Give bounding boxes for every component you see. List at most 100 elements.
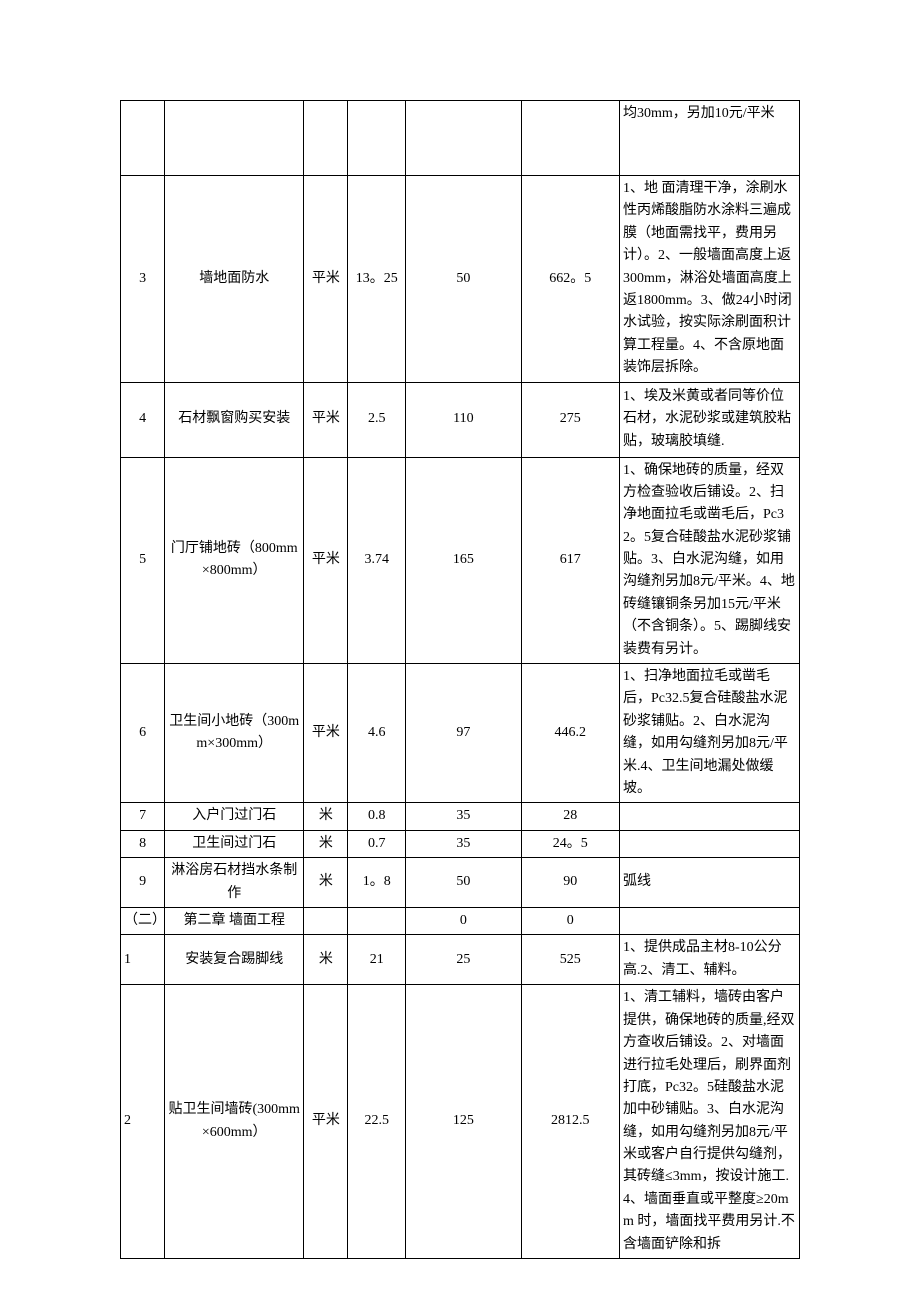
cell-note: 弧线 [620, 858, 800, 908]
unit-text: 平米 [312, 411, 340, 426]
cell-unit: 平米 [304, 382, 348, 457]
price-text: 25 [456, 952, 470, 967]
cell-unit: 米 [304, 803, 348, 830]
cell-price: 35 [406, 830, 521, 857]
cell-note: 1、确保地砖的质量，经双方检查验收后铺设。2、扫净地面拉毛或凿毛后，Pc32。5… [620, 457, 800, 664]
cell-idx: 9 [121, 858, 165, 908]
cell-total [521, 101, 619, 176]
cell-price: 97 [406, 664, 521, 803]
table-row: 7 入户门过门石 米 0.8 35 28 [121, 803, 800, 830]
cell-note: 1、扫净地面拉毛或凿毛后，Pc32.5复合硅酸盐水泥砂浆铺贴。2、白水泥沟缝，如… [620, 664, 800, 803]
unit-text: 米 [319, 874, 333, 889]
qty-text: 21 [370, 952, 384, 967]
qty-text: 2.5 [368, 411, 386, 426]
total-text: 2812.5 [551, 1113, 590, 1128]
cell-total: 0 [521, 907, 619, 934]
total-text: 90 [563, 874, 577, 889]
price-text: 35 [456, 836, 470, 851]
cell-price: 50 [406, 858, 521, 908]
cell-total: 24。5 [521, 830, 619, 857]
cell-name: 门厅铺地砖（800mm×800mm） [165, 457, 304, 664]
table-body: 均30mm，另加10元/平米 3 墙地面防水 平米 13。25 50 662。5… [121, 101, 800, 1259]
cell-unit [304, 907, 348, 934]
cell-idx: 8 [121, 830, 165, 857]
total-text: 24。5 [553, 836, 588, 851]
idx-text: 5 [139, 552, 146, 567]
cell-unit: 米 [304, 830, 348, 857]
cell-price: 50 [406, 176, 521, 383]
idx-text: 8 [139, 836, 146, 851]
cell-total: 275 [521, 382, 619, 457]
cell-idx: 6 [121, 664, 165, 803]
note-text: 1、确保地砖的质量，经双方检查验收后铺设。2、扫净地面拉毛或凿毛后，Pc32。5… [623, 463, 795, 657]
cell-unit [304, 101, 348, 176]
cell-idx: （二） [121, 907, 165, 934]
price-text: 35 [456, 808, 470, 823]
note-text: 1、提供成品主材8-10公分高.2、清工、辅料。 [623, 940, 782, 977]
table-row: 9 淋浴房石材挡水条制作 米 1。8 50 90 弧线 [121, 858, 800, 908]
cell-name: 安装复合踢脚线 [165, 935, 304, 985]
table-row: 2 贴卫生间墙砖(300mm×600mm） 平米 22.5 125 2812.5… [121, 985, 800, 1259]
cell-qty: 0.8 [348, 803, 406, 830]
cell-name: 墙地面防水 [165, 176, 304, 383]
table-row: （二） 第二章 墙面工程 0 0 [121, 907, 800, 934]
price-text: 110 [453, 411, 473, 426]
cell-total: 28 [521, 803, 619, 830]
table-row: 均30mm，另加10元/平米 [121, 101, 800, 176]
cell-qty [348, 907, 406, 934]
name-text: 石材飘窗购买安装 [178, 411, 290, 426]
quotation-table: 均30mm，另加10元/平米 3 墙地面防水 平米 13。25 50 662。5… [120, 100, 800, 1259]
cell-price: 125 [406, 985, 521, 1259]
cell-idx: 1 [121, 935, 165, 985]
name-text: 贴卫生间墙砖(300mm×600mm） [168, 1102, 299, 1139]
idx-text: （二） [124, 913, 166, 928]
unit-text: 米 [319, 808, 333, 823]
cell-qty: 0.7 [348, 830, 406, 857]
name-text: 墙地面防水 [199, 271, 269, 286]
cell-note [620, 830, 800, 857]
table-row: 4 石材飘窗购买安装 平米 2.5 110 275 1、埃及米黄或者同等价位石材… [121, 382, 800, 457]
cell-note: 1、埃及米黄或者同等价位石材，水泥砂浆或建筑胶粘贴，玻璃胶填缝. [620, 382, 800, 457]
note-text: 1、埃及米黄或者同等价位石材，水泥砂浆或建筑胶粘贴，玻璃胶填缝. [623, 389, 791, 449]
total-text: 0 [567, 913, 574, 928]
unit-text: 米 [319, 952, 333, 967]
cell-idx: 4 [121, 382, 165, 457]
cell-unit: 米 [304, 858, 348, 908]
idx-text: 4 [139, 411, 146, 426]
cell-total: 525 [521, 935, 619, 985]
idx-text: 3 [139, 271, 146, 286]
name-text: 安装复合踢脚线 [185, 952, 283, 967]
cell-name: 贴卫生间墙砖(300mm×600mm） [165, 985, 304, 1259]
cell-note: 1、清工辅料，墙砖由客户提供，确保地砖的质量,经双方查收后铺设。2、对墙面进行拉… [620, 985, 800, 1259]
cell-name [165, 101, 304, 176]
cell-price: 0 [406, 907, 521, 934]
cell-qty: 2.5 [348, 382, 406, 457]
cell-price: 165 [406, 457, 521, 664]
cell-name: 入户门过门石 [165, 803, 304, 830]
qty-text: 22.5 [365, 1113, 390, 1128]
cell-qty: 1。8 [348, 858, 406, 908]
unit-text: 平米 [312, 725, 340, 740]
cell-total: 662。5 [521, 176, 619, 383]
price-text: 50 [456, 874, 470, 889]
cell-unit: 平米 [304, 176, 348, 383]
cell-note: 1、提供成品主材8-10公分高.2、清工、辅料。 [620, 935, 800, 985]
cell-name: 淋浴房石材挡水条制作 [165, 858, 304, 908]
cell-note [620, 803, 800, 830]
name-text: 入户门过门石 [192, 808, 276, 823]
note-text: 1、扫净地面拉毛或凿毛后，Pc32.5复合硅酸盐水泥砂浆铺贴。2、白水泥沟缝，如… [623, 669, 788, 796]
cell-idx: 3 [121, 176, 165, 383]
name-text: 淋浴房石材挡水条制作 [171, 863, 297, 900]
cell-idx: 2 [121, 985, 165, 1259]
price-text: 50 [456, 271, 470, 286]
cell-note [620, 907, 800, 934]
qty-text: 3.74 [365, 552, 390, 567]
cell-unit: 米 [304, 935, 348, 985]
unit-text: 平米 [312, 271, 340, 286]
note-text: 1、地 面清理干净，涂刷水性丙烯酸脂防水涂料三遍成膜（地面需找平，费用另计）。2… [623, 181, 792, 375]
table-row: 6 卫生间小地砖（300mm×300mm） 平米 4.6 97 446.2 1、… [121, 664, 800, 803]
cell-note: 均30mm，另加10元/平米 [620, 101, 800, 176]
cell-name: 卫生间小地砖（300mm×300mm） [165, 664, 304, 803]
idx-text: 2 [124, 1113, 131, 1128]
cell-total: 90 [521, 858, 619, 908]
